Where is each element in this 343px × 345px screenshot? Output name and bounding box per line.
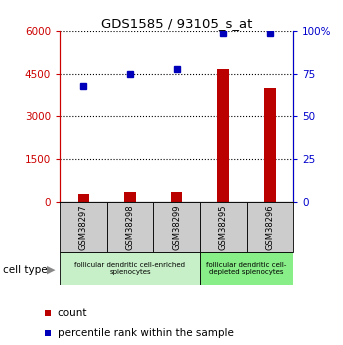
Text: ▶: ▶ bbox=[47, 265, 55, 275]
Bar bbox=[171, 191, 182, 202]
Bar bbox=[78, 194, 89, 202]
FancyBboxPatch shape bbox=[153, 202, 200, 252]
Text: follicular dendritic cell-enriched
splenocytes: follicular dendritic cell-enriched splen… bbox=[74, 262, 186, 275]
Text: follicular dendritic cell-
depleted splenocytes: follicular dendritic cell- depleted sple… bbox=[206, 262, 287, 275]
Text: GSM38299: GSM38299 bbox=[172, 204, 181, 249]
Text: GSM38295: GSM38295 bbox=[219, 204, 228, 249]
Bar bbox=[217, 69, 229, 202]
FancyBboxPatch shape bbox=[107, 202, 153, 252]
Bar bbox=[264, 88, 276, 202]
Text: cell type: cell type bbox=[3, 265, 48, 275]
FancyBboxPatch shape bbox=[60, 202, 107, 252]
Text: GSM38298: GSM38298 bbox=[126, 204, 134, 250]
Text: count: count bbox=[58, 308, 87, 317]
FancyBboxPatch shape bbox=[247, 202, 293, 252]
Title: GDS1585 / 93105_s_at: GDS1585 / 93105_s_at bbox=[101, 17, 252, 30]
Text: GSM38297: GSM38297 bbox=[79, 204, 88, 250]
FancyBboxPatch shape bbox=[200, 252, 293, 285]
FancyBboxPatch shape bbox=[200, 202, 247, 252]
FancyBboxPatch shape bbox=[60, 252, 200, 285]
Text: GSM38296: GSM38296 bbox=[265, 204, 274, 250]
Text: percentile rank within the sample: percentile rank within the sample bbox=[58, 328, 234, 338]
Bar bbox=[124, 193, 136, 202]
